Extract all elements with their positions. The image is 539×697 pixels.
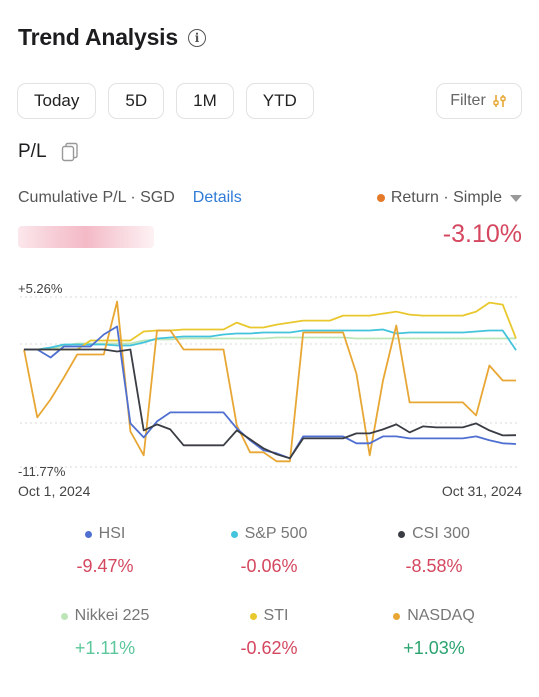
trend-chart[interactable]: +5.26% -11.77% Oct 1, 2024 Oct 31, 2024	[0, 270, 539, 500]
legend-value: +1.11%	[74, 638, 136, 658]
legend-dot-icon	[393, 612, 401, 620]
details-link[interactable]: Details	[192, 189, 242, 206]
legend-name: NASDAQ	[407, 607, 475, 624]
info-icon[interactable]: i	[187, 28, 206, 47]
legend-name: STI	[263, 607, 289, 624]
legend: HSI -9.47% S&P 500 -0.06% CSI 300 -8.58%…	[0, 525, 539, 685]
tab-1m[interactable]: 1M	[176, 83, 234, 119]
x-end-label: Oct 31, 2024	[442, 483, 522, 499]
series-line-hsi	[24, 325, 517, 460]
legend-dot-icon	[60, 612, 68, 620]
filter-button[interactable]: Filter	[436, 83, 522, 119]
legend-item-csi300[interactable]: CSI 300 -8.58%	[354, 525, 514, 577]
legend-value: -0.06%	[240, 556, 298, 576]
return-value: -3.10%	[442, 220, 522, 248]
return-type-label: Return · Simple	[390, 189, 502, 206]
y-max-label: +5.26%	[18, 281, 63, 296]
filter-sliders-icon	[493, 95, 506, 107]
tab-ytd[interactable]: YTD	[245, 83, 314, 119]
hidden-amount-blur	[18, 226, 154, 248]
legend-dot-icon	[398, 530, 406, 538]
return-type-selector[interactable]: Return · Simple	[376, 189, 522, 207]
legend-dot-icon	[84, 530, 92, 538]
filter-label: Filter	[450, 92, 486, 109]
pl-label: P/L	[18, 141, 47, 162]
cumulative-label: Cumulative P/L · SGD	[18, 189, 175, 206]
legend-value: -0.62%	[240, 638, 298, 658]
series-line-nasdaq	[23, 300, 516, 463]
legend-value: -8.58%	[405, 556, 463, 576]
page-title: Trend Analysis	[18, 24, 178, 50]
legend-item-sti[interactable]: STI -0.62%	[189, 607, 349, 659]
pl-row: P/L	[18, 141, 79, 163]
legend-dot-icon	[230, 530, 238, 538]
title-row: Trend Analysis i	[18, 24, 206, 51]
y-min-label: -11.77%	[18, 464, 66, 479]
legend-value: +1.03%	[403, 638, 465, 658]
legend-value: -9.47%	[76, 556, 134, 576]
cumulative-row: Cumulative P/L · SGD Details	[18, 189, 242, 207]
series-line-sti	[24, 301, 517, 351]
legend-item-sp500[interactable]: S&P 500 -0.06%	[189, 525, 349, 577]
legend-name: CSI 300	[412, 525, 470, 542]
legend-name: HSI	[98, 525, 126, 542]
legend-dot-icon	[249, 612, 257, 620]
legend-item-nasdaq[interactable]: NASDAQ +1.03%	[354, 607, 514, 659]
period-tabs: Today 5D 1M YTD	[17, 83, 314, 119]
x-start-label: Oct 1, 2024	[18, 483, 91, 499]
tab-5d[interactable]: 5D	[108, 83, 165, 119]
tab-today[interactable]: Today	[17, 83, 97, 119]
legend-name: S&P 500	[244, 525, 308, 542]
copy-icon[interactable]	[61, 142, 79, 162]
legend-item-nikkei225[interactable]: Nikkei 225 +1.11%	[25, 607, 185, 659]
series-group	[23, 300, 517, 463]
return-dot-icon	[376, 194, 385, 202]
legend-name: Nikkei 225	[74, 607, 150, 624]
legend-item-hsi[interactable]: HSI -9.47%	[25, 525, 185, 577]
caret-down-icon	[510, 194, 522, 202]
series-line-csi300	[24, 348, 517, 460]
